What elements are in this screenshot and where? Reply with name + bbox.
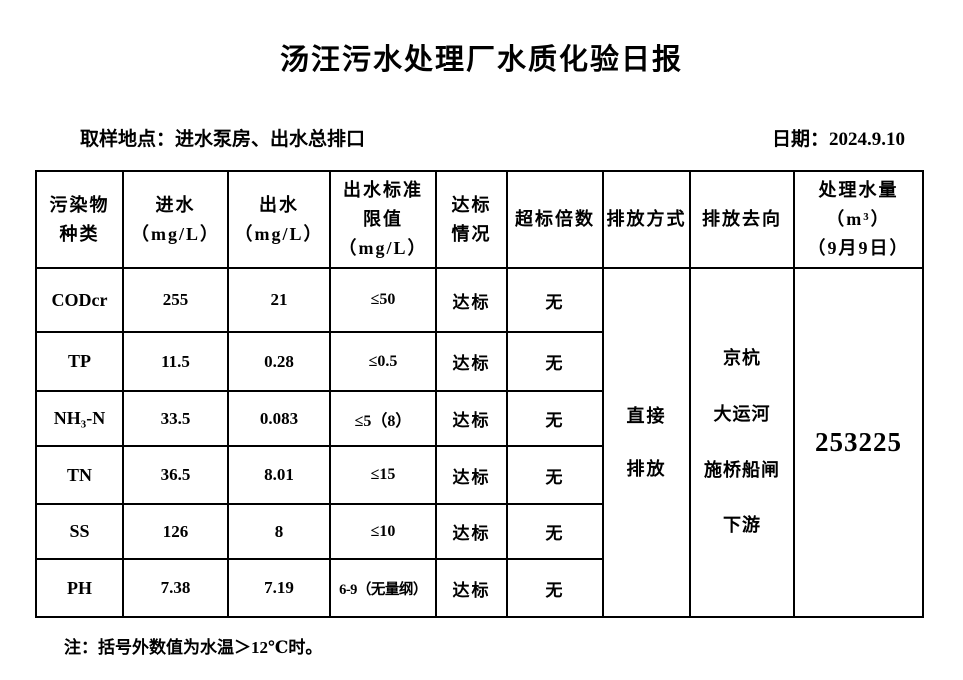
cell-effluent: 0.28 (227, 331, 331, 392)
cell-influent: 126 (122, 503, 229, 560)
report-date-label: 日期：2024.9.10 (771, 129, 905, 150)
cell-exceed: 无 (506, 267, 604, 333)
col-header-exceed-multiple: 超标倍数 (506, 170, 604, 269)
cell-treated-volume: 253225 (793, 267, 924, 618)
col-header-influent: 进水 （mg/L） (122, 170, 229, 269)
cell-compliance: 达标 (435, 558, 508, 618)
col-header-discharge-method: 排放方式 (602, 170, 691, 269)
cell-pollutant: CODcr (35, 267, 124, 333)
col-header-discharge-destination: 排放去向 (689, 170, 795, 269)
cell-influent: 255 (122, 267, 229, 333)
table-row-nh3n: NH₃-N 33.5 0.083 ≤5（8） 达标 无 (35, 390, 923, 447)
table-row-tn: TN 36.5 8.01 ≤15 达标 无 (35, 445, 923, 505)
table-header-row: 污染物 种类 进水 （mg/L） 出水 （mg/L） 出水标准 限值 （mg/L… (35, 170, 924, 269)
cell-effluent: 21 (227, 267, 331, 333)
cell-effluent: 8.01 (227, 445, 331, 505)
cell-compliance: 达标 (435, 331, 508, 392)
water-quality-table: 污染物 种类 进水 （mg/L） 出水 （mg/L） 出水标准 限值 （mg/L… (35, 170, 924, 618)
cell-influent: 33.5 (122, 390, 229, 447)
cell-limit: ≤5（8） (329, 390, 437, 447)
col-header-pollutant-type: 污染物 种类 (35, 170, 124, 269)
cell-pollutant: NH₃-N (35, 390, 124, 447)
cell-compliance: 达标 (435, 267, 508, 333)
col-header-treated-volume: 处理水量 （m³） （9月9日） (793, 170, 924, 269)
table-row-tp: TP 11.5 0.28 ≤0.5 达标 无 (35, 331, 923, 392)
cell-pollutant: PH (35, 558, 124, 618)
cell-exceed: 无 (506, 558, 604, 618)
col-header-effluent-limit: 出水标准 限值 （mg/L） (329, 170, 437, 269)
footnote: 注：括号外数值为水温＞12℃时。 (64, 638, 323, 657)
cell-pollutant: TN (35, 445, 124, 505)
cell-exceed: 无 (506, 390, 604, 447)
table-row-ss: SS 126 8 ≤10 达标 无 (35, 503, 923, 560)
cell-effluent: 7.19 (227, 558, 331, 618)
cell-compliance: 达标 (435, 390, 508, 447)
cell-limit: ≤0.5 (329, 331, 437, 392)
cell-exceed: 无 (506, 503, 604, 560)
cell-influent: 11.5 (122, 331, 229, 392)
sampling-location-label: 取样地点：进水泵房、出水总排口 (80, 129, 366, 150)
cell-limit: ≤10 (329, 503, 437, 560)
cell-discharge-destination: 京杭 大运河 施桥船闸 下游 (689, 267, 795, 618)
cell-limit: ≤15 (329, 445, 437, 505)
cell-exceed: 无 (506, 445, 604, 505)
cell-limit: ≤50 (329, 267, 437, 333)
table-row-codcr: CODcr 255 21 ≤50 达标 无 直接 排放 京杭 大运河 施桥船闸 … (35, 267, 924, 618)
cell-effluent: 8 (227, 503, 331, 560)
cell-limit: 6-9（无量纲） (329, 558, 437, 618)
col-header-compliance: 达标 情况 (435, 170, 508, 269)
cell-pollutant: SS (35, 503, 124, 560)
cell-compliance: 达标 (435, 445, 508, 505)
cell-influent: 7.38 (122, 558, 229, 618)
sub-header: 取样地点：进水泵房、出水总排口 日期：2024.9.10 (0, 124, 963, 151)
page-title: 汤汪污水处理厂水质化验日报 (279, 44, 683, 76)
cell-pollutant: TP (35, 331, 124, 392)
cell-effluent: 0.083 (227, 390, 331, 447)
cell-compliance: 达标 (435, 503, 508, 560)
cell-influent: 36.5 (122, 445, 229, 505)
cell-exceed: 无 (506, 331, 604, 392)
table-row-ph: PH 7.38 7.19 6-9（无量纲） 达标 无 (35, 558, 923, 618)
cell-discharge-method: 直接 排放 (602, 267, 691, 618)
col-header-effluent: 出水 （mg/L） (227, 170, 331, 269)
